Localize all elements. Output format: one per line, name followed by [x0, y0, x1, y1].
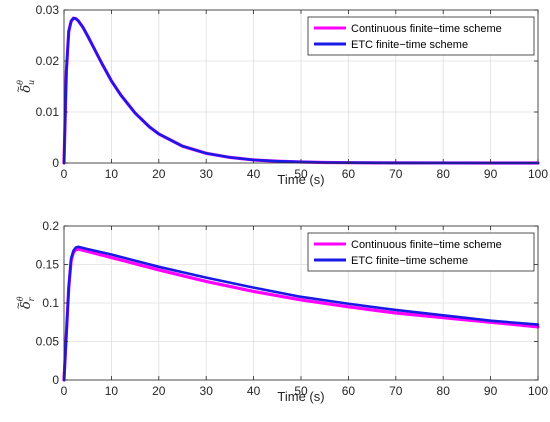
y-tick-label: 0.2: [42, 219, 59, 233]
y-label-accent: ~: [14, 302, 24, 310]
legend-label-1: Continuous finite−time scheme: [351, 23, 502, 35]
x-tick-label: 30: [200, 167, 214, 181]
x-tick-label: 20: [152, 167, 166, 181]
x-tick-label: 70: [389, 384, 403, 398]
x-tick-label: 80: [437, 167, 451, 181]
legend-box: [307, 232, 535, 272]
x-tick-label: 90: [484, 384, 498, 398]
y-tick-label: 0.03: [36, 3, 60, 17]
x-tick-label: 20: [152, 384, 166, 398]
x-axis-label: Time (s): [277, 389, 324, 404]
x-tick-label: 90: [484, 167, 498, 181]
x-tick-label: 30: [200, 384, 214, 398]
series-line-2: [62, 245, 540, 382]
x-tick-label: 40: [247, 384, 261, 398]
y-label-sup: θ: [16, 80, 25, 85]
y-axis-label: ~δθ r: [14, 296, 36, 309]
x-tick-label: 10: [105, 167, 119, 181]
x-tick-label: 50: [294, 167, 308, 181]
legend-box: [307, 16, 535, 56]
y-label-accent: ~: [14, 86, 24, 94]
y-label-sub: u: [27, 80, 36, 85]
x-tick-label: 10: [105, 384, 119, 398]
x-tick-label: 0: [61, 384, 68, 398]
y-label-sub: r: [27, 296, 36, 301]
series-line-2: [62, 16, 540, 165]
x-tick-label: 60: [342, 384, 356, 398]
y-label-sup: θ: [16, 296, 25, 301]
y-axis-label: ~δθ u: [14, 80, 36, 93]
y-tick-label: 0.01: [36, 105, 60, 119]
x-tick-label: 50: [294, 384, 308, 398]
x-tick-label: 100: [528, 167, 548, 181]
legend: Continuous finite−time scheme ETC finite−…: [307, 232, 535, 272]
chart-1: 0 10 20 30 40 50 60 70 80 90 100 0 0.01 0.02 0.03 Time …: [14, 3, 548, 187]
legend-label-2: ETC finite−time scheme: [351, 255, 468, 267]
y-tick-label: 0.02: [36, 54, 60, 68]
y-tick-label: 0.1: [42, 296, 59, 310]
y-tick-label: 0: [52, 373, 59, 387]
legend-label-1: Continuous finite−time scheme: [351, 239, 502, 251]
chart-2: 0 10 20 30 40 50 60 70 80 90 100 0 0.05 0.1 0.15 0.2 Tim…: [14, 219, 548, 404]
x-tick-label: 100: [528, 384, 548, 398]
y-tick-label: 0: [52, 156, 59, 170]
y-tick-label: 0.15: [36, 258, 60, 272]
y-label-base: δ: [19, 301, 34, 309]
x-tick-label: 60: [342, 167, 356, 181]
x-tick-label: 40: [247, 167, 261, 181]
x-axis-label: Time (s): [277, 172, 324, 187]
legend-label-2: ETC finite−time scheme: [351, 39, 468, 51]
x-tick-label: 0: [61, 167, 68, 181]
x-tick-label: 80: [437, 384, 451, 398]
y-tick-label: 0.05: [36, 335, 60, 349]
x-tick-label: 70: [389, 167, 403, 181]
legend: Continuous finite−time scheme ETC finite−…: [307, 16, 535, 56]
y-label-base: δ: [19, 85, 34, 93]
